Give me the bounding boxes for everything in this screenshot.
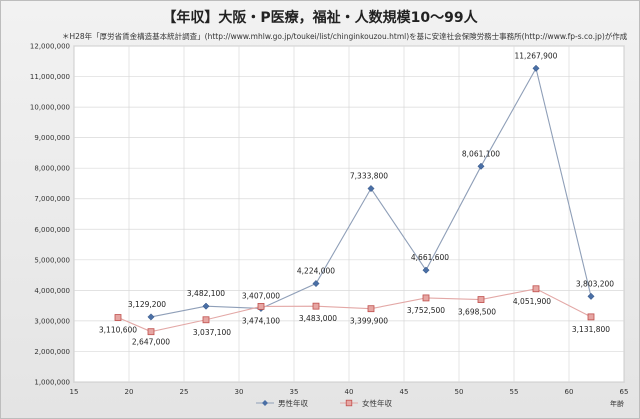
x-tick-label: 20 — [125, 388, 134, 396]
data-point — [312, 302, 320, 310]
x-tick-label: 60 — [565, 388, 574, 396]
x-tick-label: 25 — [180, 388, 189, 396]
data-point — [147, 328, 155, 336]
data-point — [367, 305, 375, 313]
data-point — [532, 285, 540, 293]
data-label: 3,407,000 — [242, 291, 280, 300]
y-tick-label: 10,000,000 — [30, 104, 70, 112]
x-tick-label: 55 — [510, 388, 519, 396]
data-label: 3,037,100 — [193, 328, 231, 337]
y-tick-label: 3,000,000 — [34, 317, 70, 325]
data-point — [147, 313, 155, 321]
series-2: 3,110,600 2,647,000 3,037,100 3,474,100 3,48… — [99, 285, 610, 347]
x-tick-label: 45 — [400, 388, 409, 396]
y-tick-label: 1,000,000 — [34, 379, 70, 387]
data-point — [312, 279, 320, 288]
grid-lines — [73, 45, 625, 383]
data-label: 11,267,900 — [515, 51, 558, 60]
y-axis-ticks: 1,000,000 2,000,000 3,000,000 4,000,000 5,00… — [30, 43, 70, 387]
x-tick-label: 40 — [345, 388, 354, 396]
data-point — [477, 162, 485, 170]
y-tick-label: 11,000,000 — [30, 73, 70, 81]
chart-source-note: ＊H28年「厚労省賃金構造基本統計調査」(http://www.mhlw.go.… — [62, 32, 628, 41]
legend: 男性年収 女性年収 — [256, 398, 392, 408]
x-axis-ticks: 15 20 25 30 35 40 45 50 55 60 65 — [70, 388, 629, 396]
legend-label: 男性年収 — [278, 398, 308, 408]
y-tick-label: 7,000,000 — [34, 195, 70, 203]
data-label: 3,752,500 — [407, 306, 445, 315]
x-tick-label: 15 — [70, 388, 79, 396]
data-label: 3,110,600 — [99, 326, 137, 335]
legend-marker — [262, 400, 268, 406]
data-label: 8,061,100 — [462, 149, 500, 158]
data-point — [532, 64, 540, 72]
data-point — [587, 313, 595, 321]
data-label: 3,129,200 — [128, 300, 166, 309]
data-label: 3,399,900 — [350, 317, 388, 326]
legend-label: 女性年収 — [362, 398, 392, 408]
data-label: 4,224,000 — [297, 267, 335, 276]
data-point — [202, 316, 210, 324]
chart-title: 【年収】大阪・P医療，福祉・人数規模10〜99人 — [162, 10, 478, 26]
data-label: 3,131,800 — [572, 325, 610, 334]
data-point — [114, 314, 122, 321]
data-label: 3,803,200 — [576, 279, 614, 288]
data-point — [422, 294, 430, 302]
y-tick-label: 6,000,000 — [34, 226, 70, 234]
y-tick-label: 8,000,000 — [34, 165, 70, 173]
data-label: 7,333,800 — [350, 172, 388, 181]
data-label: 3,483,000 — [299, 314, 337, 323]
legend-marker — [345, 399, 353, 407]
data-point — [257, 303, 265, 310]
legend-item: 男性年収 — [256, 398, 308, 408]
series-group: 3,129,200 3,482,100 3,407,000 4,224,000 7,33… — [99, 51, 614, 346]
data-label: 4,661,600 — [411, 253, 449, 262]
data-label: 2,647,000 — [132, 338, 170, 347]
x-tick-label: 30 — [235, 388, 244, 396]
data-label: 4,051,900 — [513, 297, 551, 306]
y-tick-label: 5,000,000 — [34, 256, 70, 264]
y-tick-label: 12,000,000 — [30, 43, 70, 51]
data-point — [367, 184, 375, 193]
data-point — [422, 266, 430, 274]
data-label: 3,474,100 — [242, 316, 280, 325]
y-tick-label: 4,000,000 — [34, 287, 70, 295]
data-label: 3,482,100 — [187, 289, 225, 298]
data-label: 3,698,500 — [458, 308, 496, 317]
legend-item: 女性年収 — [340, 398, 392, 408]
x-tick-label: 35 — [290, 388, 299, 396]
x-tick-label: 65 — [620, 388, 629, 396]
data-point — [587, 292, 595, 300]
series-line — [117, 288, 592, 333]
y-tick-label: 9,000,000 — [34, 134, 70, 142]
series-1: 3,129,200 3,482,100 3,407,000 4,224,000 7,33… — [128, 51, 614, 321]
data-point — [477, 296, 485, 303]
x-axis-label: 年齢 — [610, 399, 624, 408]
x-tick-label: 50 — [455, 388, 464, 396]
y-tick-label: 2,000,000 — [34, 348, 70, 356]
data-point — [202, 302, 210, 310]
